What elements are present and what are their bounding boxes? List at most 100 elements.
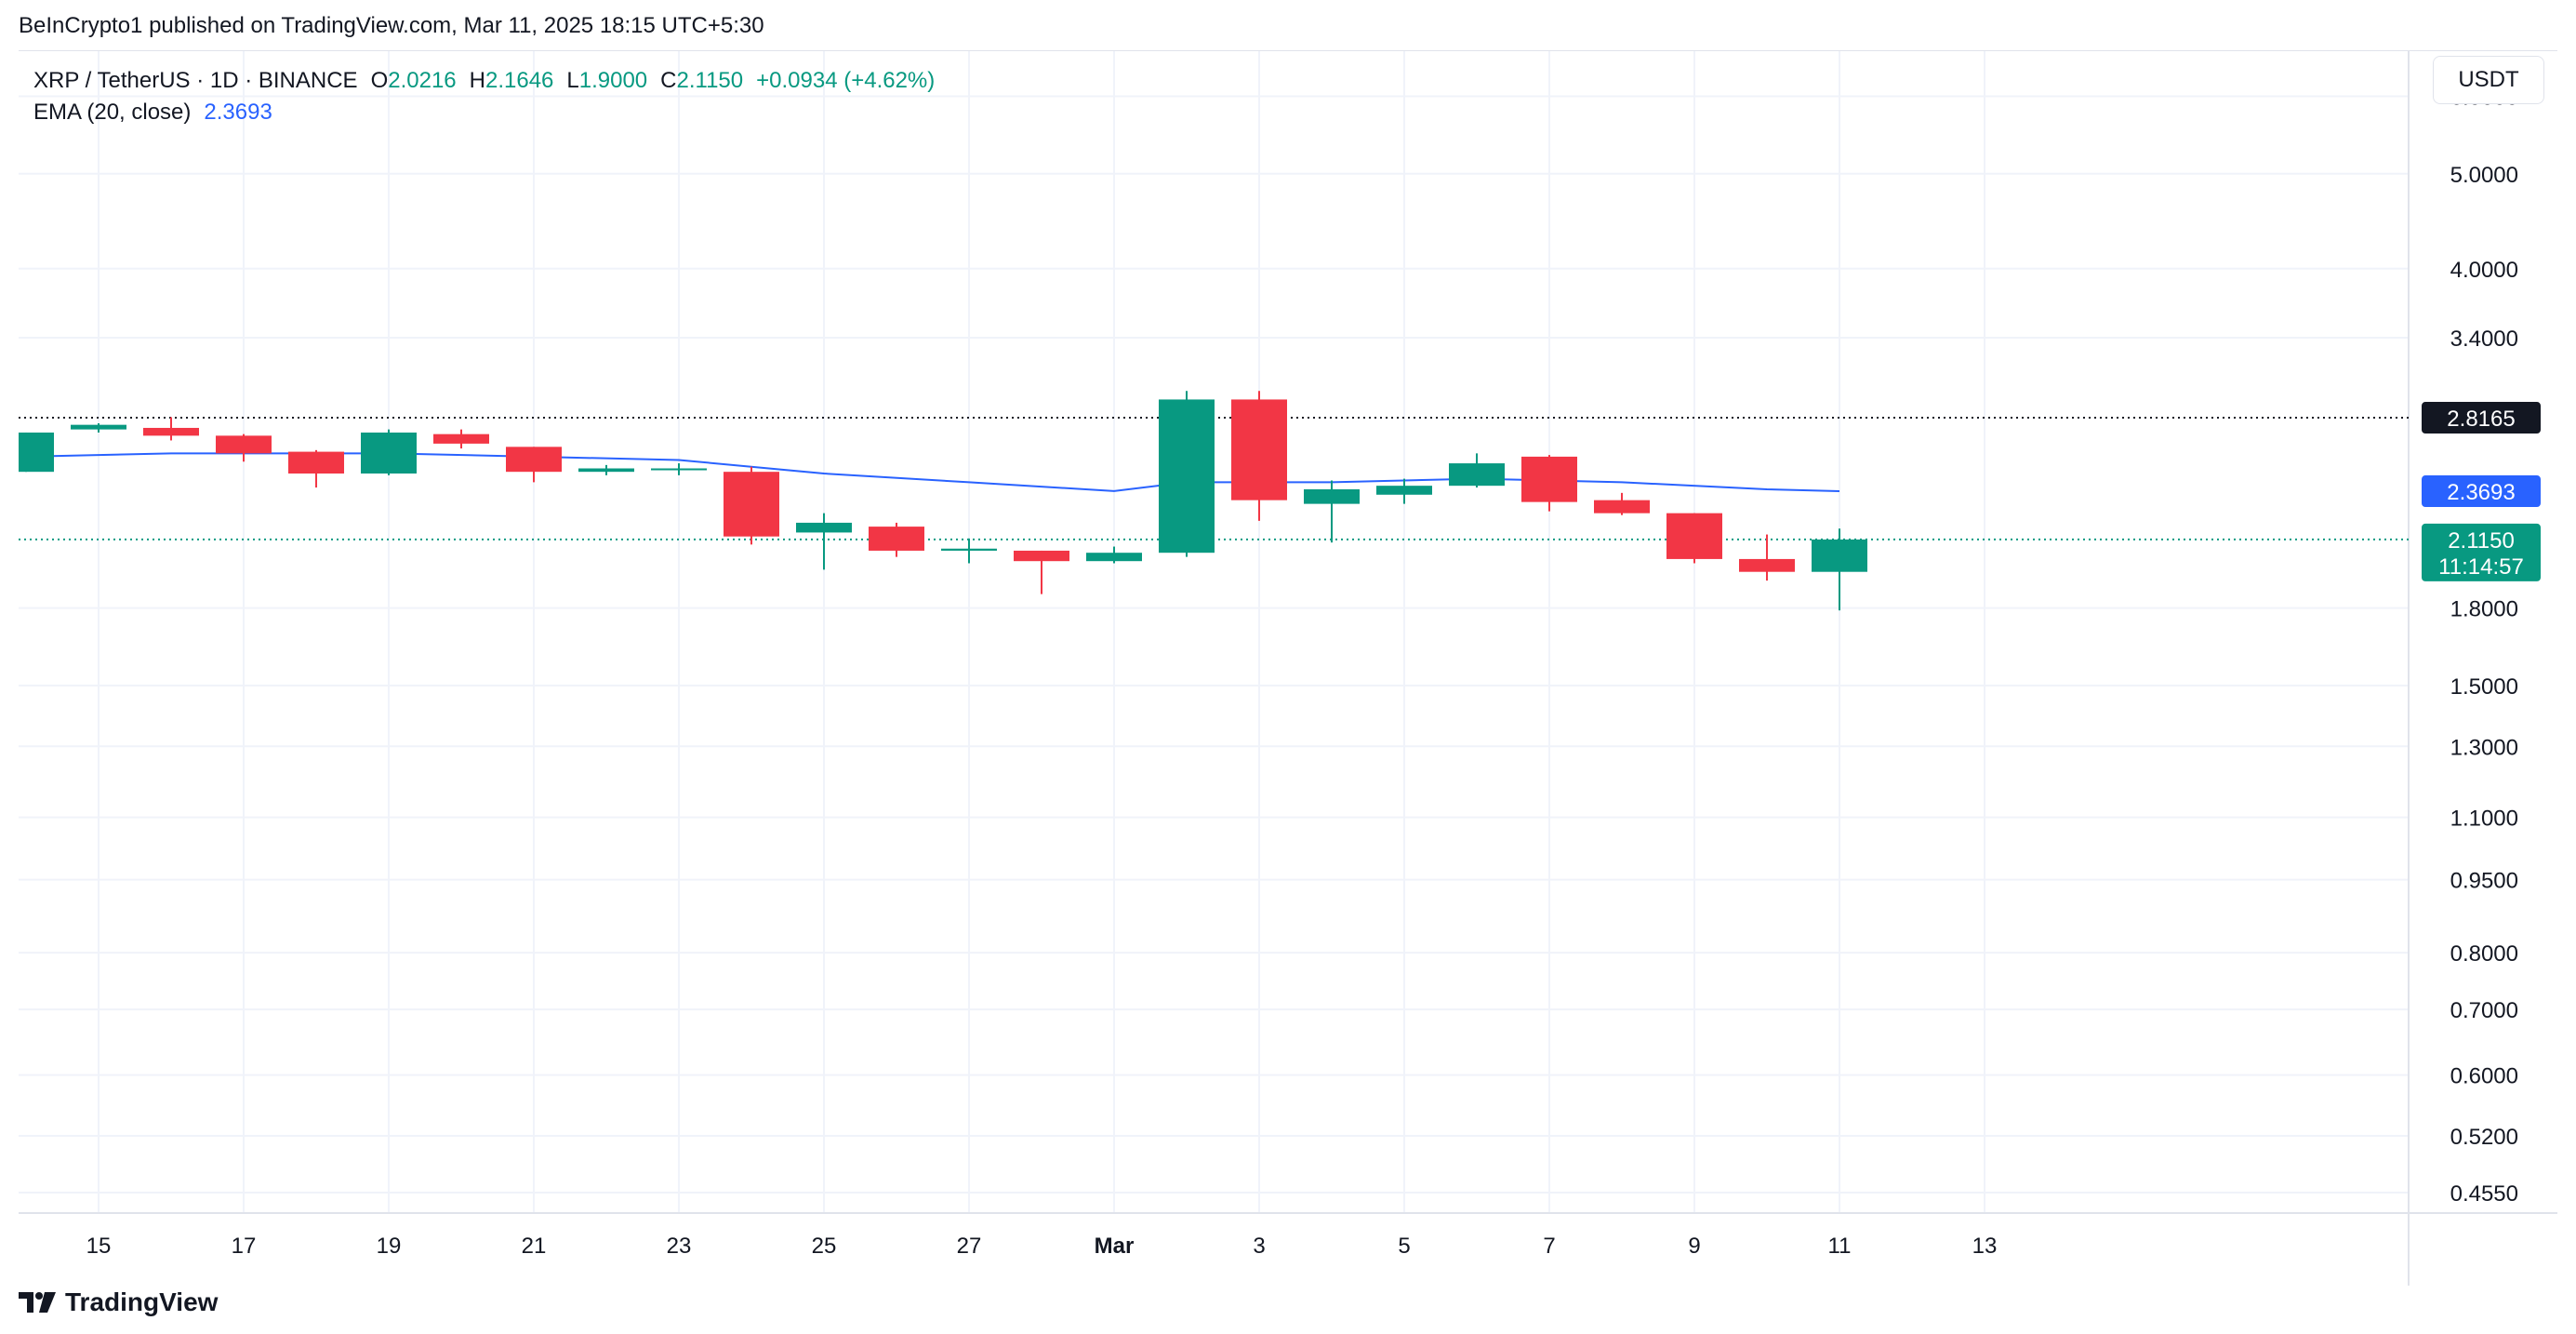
time-tick-label: 7 <box>1543 1234 1555 1259</box>
candle <box>143 417 199 441</box>
close-value: 2.1150 <box>676 68 744 93</box>
time-tick-label: 15 <box>86 1234 112 1259</box>
candle <box>1086 546 1142 564</box>
time-tick-label: 13 <box>1972 1234 1998 1259</box>
price-tick-label: 1.1000 <box>2450 807 2518 832</box>
time-tick-label: Mar <box>1095 1234 1135 1259</box>
ema-badge: 2.3693 <box>2422 475 2541 508</box>
candle-body <box>1449 463 1505 487</box>
footer-brand[interactable]: TradingView <box>19 1287 218 1317</box>
high-label: H <box>469 68 485 93</box>
price-tick-label: 4.0000 <box>2450 258 2518 283</box>
tradingview-logo-icon <box>19 1292 56 1313</box>
candle-body <box>216 435 272 454</box>
time-tick-label: 19 <box>377 1234 402 1259</box>
candle-body <box>288 451 344 474</box>
time-tick-label: 11 <box>1828 1234 1852 1259</box>
ema-label[interactable]: EMA (20, close) <box>33 100 192 125</box>
publish-line: BeInCrypto1 published on TradingView.com… <box>19 13 764 38</box>
candle <box>433 429 489 449</box>
time-tick-label: 17 <box>232 1234 257 1259</box>
candle <box>506 447 562 483</box>
candle-body <box>1594 500 1650 514</box>
time-tick-label: 27 <box>957 1234 982 1259</box>
high-value: 2.1646 <box>485 68 554 93</box>
candle <box>1666 513 1722 564</box>
ema-series-line <box>25 452 1840 493</box>
candle-body <box>796 522 852 533</box>
candle-body <box>361 432 417 474</box>
candle <box>1376 478 1432 504</box>
price-tick-label: 3.4000 <box>2450 327 2518 352</box>
candle-body <box>71 424 126 430</box>
candle <box>1014 550 1069 594</box>
ema-badge-text: 2.3693 <box>2447 480 2515 505</box>
candle <box>941 538 997 564</box>
candle <box>724 466 779 545</box>
candle-body <box>651 468 707 471</box>
price-tick-label: 0.6000 <box>2450 1064 2518 1089</box>
time-tick-label: 3 <box>1253 1234 1265 1259</box>
last-price-badge-text: 11:14:57 <box>2438 554 2524 580</box>
time-tick-label: 25 <box>812 1234 837 1259</box>
ema-value: 2.3693 <box>204 100 272 125</box>
price-tick-label: 1.5000 <box>2450 674 2518 700</box>
candle <box>1304 480 1360 543</box>
candle <box>1812 528 1867 611</box>
low-value: 1.9000 <box>578 68 648 93</box>
price-tick-label: 0.4550 <box>2450 1181 2518 1207</box>
candle <box>578 464 634 475</box>
footer-brand-label: TradingView <box>65 1287 219 1316</box>
candle-body <box>433 434 489 444</box>
candle <box>361 429 417 475</box>
price-tick-label: 0.9500 <box>2450 869 2518 894</box>
time-tick-label: 9 <box>1688 1234 1700 1259</box>
ema-line <box>25 452 1840 493</box>
currency-button[interactable]: USDT <box>2433 56 2544 104</box>
time-tick-label: 5 <box>1398 1234 1410 1259</box>
price-tick-label: 0.8000 <box>2450 941 2518 967</box>
candle-body <box>1231 399 1287 500</box>
candle <box>1521 455 1577 512</box>
price-chart[interactable]: 6.00005.00004.00003.40001.80001.50001.30… <box>19 50 2557 1286</box>
symbol-label[interactable]: XRP / TetherUS · 1D · BINANCE <box>33 68 358 93</box>
chart-background <box>19 50 2557 1286</box>
candle <box>216 434 272 462</box>
candle <box>1739 534 1795 581</box>
candle-body <box>1739 558 1795 572</box>
candle <box>288 449 344 488</box>
candle-body <box>1812 539 1867 572</box>
dotted-level-badge-bg <box>2422 402 2541 434</box>
candle-body <box>1521 456 1577 502</box>
grid <box>19 50 2409 1213</box>
close-label: C <box>660 68 677 93</box>
candle <box>1231 391 1287 521</box>
candle-body <box>578 468 634 473</box>
price-tick-label: 0.7000 <box>2450 998 2518 1023</box>
dotted-level-badge: 2.8165 <box>2422 402 2541 434</box>
candle <box>71 423 126 433</box>
price-tick-label: 5.0000 <box>2450 163 2518 188</box>
candle-body <box>1086 553 1142 562</box>
candle-body <box>506 447 562 473</box>
candle <box>19 432 54 473</box>
candle-body <box>941 548 997 551</box>
candle-body <box>1159 399 1215 554</box>
ema-badge-bg <box>2422 475 2541 508</box>
time-axis: 15 17 19 21 23 25 27 Mar 3 5 7 9 11 13 <box>86 1234 1998 1259</box>
time-tick-label: 23 <box>667 1234 692 1259</box>
price-tick-label: 0.5200 <box>2450 1125 2518 1150</box>
candle <box>869 522 924 557</box>
price-axis: 6.00005.00004.00003.40001.80001.50001.30… <box>2450 85 2518 1207</box>
candle <box>1594 492 1650 515</box>
low-label: L <box>566 68 579 93</box>
candle-body <box>19 432 54 473</box>
time-tick-label: 21 <box>522 1234 547 1259</box>
candle <box>1449 453 1505 488</box>
candle-body <box>724 472 779 537</box>
change-value: +0.0934 (+4.62%) <box>756 68 936 93</box>
last-price-badge-text: 2.1150 <box>2448 528 2515 554</box>
candle-body <box>869 527 924 551</box>
